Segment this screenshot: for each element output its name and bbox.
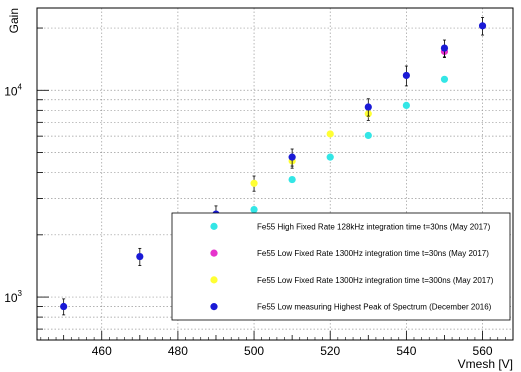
data-point [402,71,410,80]
x-tick-label: 460 [92,344,112,358]
legend-marker [210,222,218,230]
y-axis-label: Gain [7,8,21,33]
legend-marker [210,249,218,257]
x-tick-labels: 460 480 500 520 540 560 [92,344,493,358]
data-point [250,205,258,214]
data-point [60,302,68,311]
legend-label: Fe55 Low measuring Highest Peak of Spect… [257,303,492,312]
legend-label: Fe55 High Fixed Rate 128kHz integration … [257,222,491,231]
data-point [250,179,258,187]
data-point [440,44,449,52]
legend: Fe55 High Fixed Rate 128kHz integration … [171,212,511,321]
data-point [326,153,334,161]
x-tick-label: 500 [244,344,264,358]
axis-ticks [37,27,514,340]
x-tick-label: 560 [473,344,493,358]
data-point [364,131,372,140]
legend-box [171,212,511,321]
data-point [326,130,334,138]
data-point [288,153,296,161]
data-point [136,252,144,261]
legend-marker [210,276,218,284]
legend-label: Fe55 Low Fixed Rate 1300Hz integration t… [257,249,489,258]
data-point [478,22,487,30]
data-point [288,175,296,184]
x-tick-label: 480 [168,344,188,358]
x-tick-label: 520 [320,344,340,358]
x-axis-label: Vmesh [V] [458,357,513,371]
plot-frame [36,7,514,341]
data-point [364,103,372,111]
data-point [440,75,449,83]
legend-label: Fe55 Low Fixed Rate 1300Hz integration t… [257,276,494,285]
x-tick-label: 540 [396,344,416,358]
data-point [402,101,410,110]
legend-marker [210,303,218,311]
